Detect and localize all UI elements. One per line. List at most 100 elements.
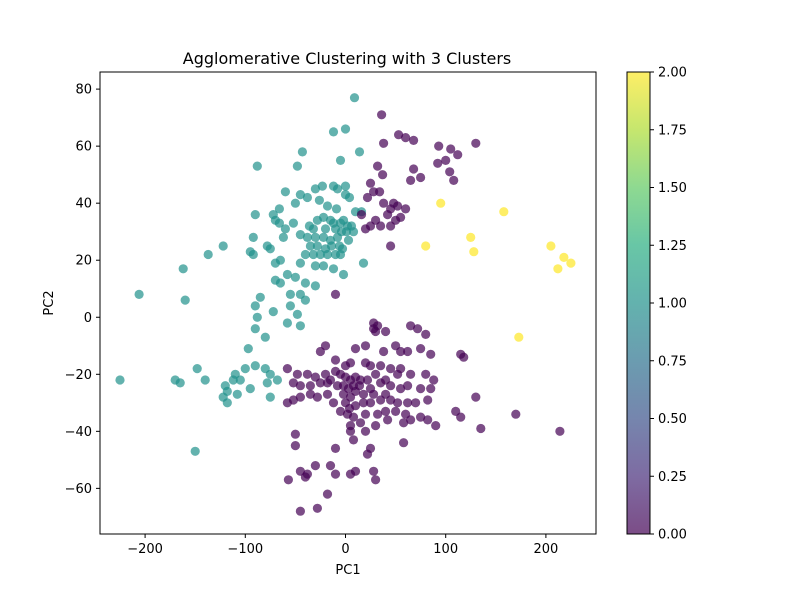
data-point-cluster-1	[343, 235, 354, 245]
data-point-cluster-1	[178, 264, 188, 274]
data-point-cluster-2	[436, 198, 446, 208]
data-point-cluster-0	[445, 167, 455, 177]
data-point-cluster-0	[423, 395, 433, 405]
y-tick-label: 80	[75, 83, 92, 98]
data-point-cluster-0	[511, 409, 521, 419]
data-point-cluster-1	[285, 301, 295, 311]
data-point-cluster-1	[318, 261, 329, 271]
data-point-cluster-0	[375, 187, 385, 197]
data-point-cluster-0	[399, 418, 409, 428]
data-point-cluster-0	[282, 364, 292, 374]
data-point-cluster-0	[403, 398, 413, 408]
x-tick-label: 200	[533, 542, 558, 557]
data-point-cluster-0	[416, 384, 426, 394]
data-point-cluster-0	[403, 346, 413, 357]
data-point-cluster-1	[300, 278, 310, 288]
data-point-cluster-1	[302, 192, 312, 203]
data-point-cluster-1	[322, 201, 333, 211]
colorbar-tick-label: 1.25	[658, 239, 687, 254]
data-point-cluster-0	[377, 110, 387, 120]
points-layer	[115, 93, 576, 516]
data-point-cluster-1	[288, 218, 298, 228]
data-point-cluster-0	[471, 138, 481, 148]
colorbar-tick-label: 0.00	[658, 528, 687, 543]
data-point-cluster-1	[180, 295, 190, 305]
data-point-cluster-0	[371, 369, 381, 379]
data-point-cluster-2	[499, 207, 509, 217]
data-point-cluster-0	[441, 155, 451, 165]
data-point-cluster-0	[350, 401, 361, 411]
data-point-cluster-0	[378, 170, 388, 180]
data-point-cluster-0	[288, 378, 298, 388]
data-point-cluster-0	[322, 389, 333, 399]
data-point-cluster-0	[369, 389, 379, 399]
y-tick-label: 60	[75, 140, 92, 155]
data-point-cluster-0	[379, 346, 389, 357]
data-point-cluster-0	[295, 381, 305, 391]
y-tick-label: 0	[84, 311, 92, 326]
data-point-cluster-1	[115, 375, 125, 385]
data-point-cluster-2	[466, 232, 476, 242]
data-point-cluster-2	[546, 241, 556, 251]
data-point-cluster-0	[365, 361, 376, 371]
x-tick-label: 100	[433, 542, 458, 557]
y-tick-label: 40	[75, 197, 92, 212]
colorbar-tick-label: 1.75	[658, 123, 687, 138]
data-point-cluster-0	[325, 461, 336, 471]
data-point-cluster-1	[308, 224, 318, 234]
data-point-cluster-0	[401, 204, 411, 214]
data-point-cluster-1	[295, 190, 305, 200]
data-point-cluster-0	[315, 346, 325, 357]
data-point-cluster-0	[305, 381, 315, 391]
data-point-cluster-0	[379, 198, 389, 208]
data-point-cluster-1	[292, 309, 302, 319]
y-axis-label: PC2	[42, 290, 57, 315]
data-point-cluster-0	[409, 135, 419, 145]
data-point-cluster-0	[295, 392, 305, 402]
data-point-cluster-0	[360, 426, 371, 436]
data-point-cluster-1	[292, 161, 302, 171]
data-point-cluster-0	[406, 369, 416, 379]
data-point-cluster-1	[175, 378, 185, 388]
x-tick-label: −200	[127, 542, 163, 557]
data-point-cluster-2	[553, 264, 563, 274]
data-point-cluster-0	[365, 178, 376, 188]
data-point-cluster-0	[393, 369, 403, 379]
data-point-cluster-1	[272, 375, 282, 385]
data-point-cluster-1	[302, 232, 312, 242]
data-point-cluster-0	[362, 375, 373, 385]
colorbar-tick-label: 1.00	[658, 297, 687, 312]
data-point-cluster-0	[290, 429, 300, 439]
data-point-cluster-1	[344, 192, 355, 203]
data-point-cluster-0	[312, 392, 322, 402]
data-point-cluster-1	[322, 249, 333, 260]
data-point-cluster-1	[278, 232, 288, 242]
data-point-cluster-1	[222, 398, 232, 408]
data-point-cluster-0	[330, 289, 341, 299]
data-point-cluster-0	[379, 138, 389, 148]
data-point-cluster-0	[446, 144, 456, 154]
data-point-cluster-1	[248, 232, 258, 242]
data-point-cluster-0	[360, 224, 371, 234]
data-point-cluster-1	[328, 264, 339, 274]
data-point-cluster-1	[262, 378, 272, 388]
data-point-cluster-0	[471, 392, 481, 402]
data-point-cluster-1	[358, 258, 369, 268]
data-point-cluster-0	[348, 412, 359, 422]
data-point-cluster-0	[373, 161, 383, 171]
data-point-cluster-1	[280, 187, 290, 197]
data-point-cluster-0	[362, 192, 373, 203]
data-point-cluster-0	[406, 175, 416, 185]
data-point-cluster-0	[453, 150, 463, 160]
colorbar: 0.00 0.25 0.50 0.75 1.00 1.25 1.50 1.75 2.00	[626, 66, 687, 543]
data-point-cluster-1	[240, 364, 250, 374]
data-point-cluster-0	[386, 395, 396, 405]
data-point-cluster-1	[250, 210, 260, 220]
data-point-cluster-0	[429, 375, 439, 385]
data-point-cluster-1	[280, 224, 290, 234]
data-point-cluster-0	[371, 475, 381, 485]
data-point-cluster-0	[360, 409, 371, 419]
x-axis: −200 −100 0 100 200	[127, 534, 558, 557]
data-point-cluster-1	[290, 272, 300, 282]
colorbar-tick-label: 0.25	[658, 470, 687, 485]
